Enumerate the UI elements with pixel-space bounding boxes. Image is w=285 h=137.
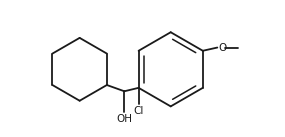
Text: O: O bbox=[218, 43, 226, 53]
Text: Cl: Cl bbox=[133, 106, 144, 116]
Text: OH: OH bbox=[116, 114, 132, 124]
